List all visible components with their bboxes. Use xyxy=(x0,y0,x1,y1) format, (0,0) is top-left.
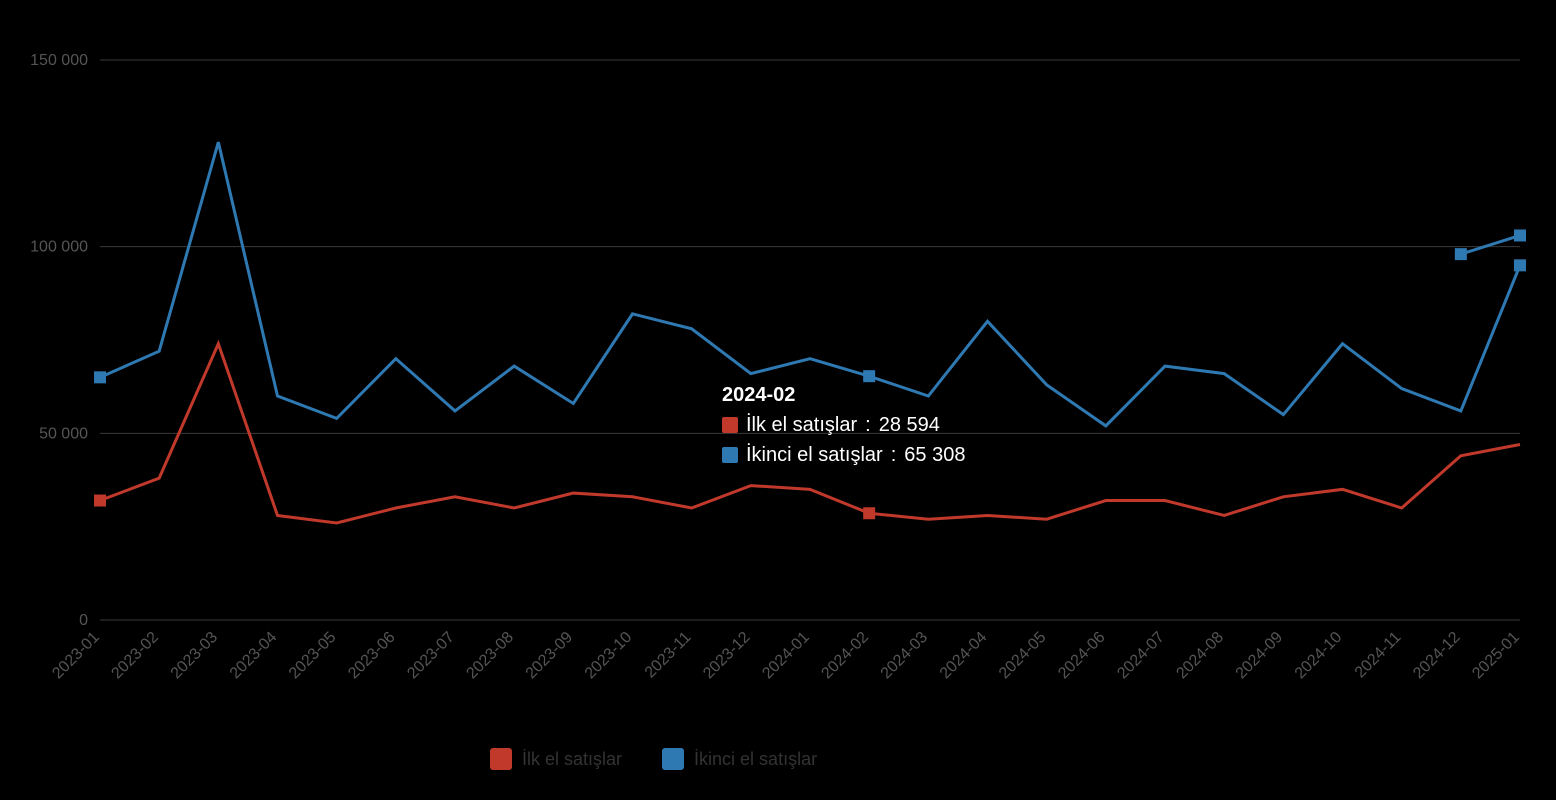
legend-label-1: İkinci el satışlar xyxy=(694,749,817,770)
y-tick-label: 150 000 xyxy=(30,52,88,69)
x-tick-label: 2023-05 xyxy=(286,629,340,683)
legend-label-0: İlk el satışlar xyxy=(522,749,622,770)
legend-item-0[interactable]: İlk el satışlar xyxy=(490,748,622,770)
series-marker-ikinci_el xyxy=(863,370,875,382)
chart-legend: İlk el satışlar İkinci el satışlar xyxy=(490,748,817,770)
legend-item-1[interactable]: İkinci el satışlar xyxy=(662,748,817,770)
legend-swatch-1 xyxy=(662,748,684,770)
x-tick-label: 2023-03 xyxy=(168,629,222,683)
sales-line-chart: 050 000100 000150 0002023-012023-022023-… xyxy=(0,0,1556,800)
series-marker-ikinci_el_proj xyxy=(1514,229,1526,241)
series-line-ikinci_el xyxy=(100,142,1520,426)
x-tick-label: 2023-01 xyxy=(49,629,103,683)
x-tick-label: 2023-10 xyxy=(582,629,636,683)
x-tick-label: 2024-11 xyxy=(1352,629,1405,682)
x-tick-label: 2023-02 xyxy=(108,629,162,683)
chart-canvas: 050 000100 000150 0002023-012023-022023-… xyxy=(0,0,1556,800)
x-tick-label: 2024-06 xyxy=(1055,629,1109,683)
x-tick-label: 2024-01 xyxy=(759,629,813,683)
series-marker-ikinci_el xyxy=(94,371,106,383)
y-tick-label: 100 000 xyxy=(30,239,88,256)
x-tick-label: 2024-02 xyxy=(818,629,872,683)
x-tick-label: 2024-03 xyxy=(878,629,932,683)
x-tick-label: 2023-11 xyxy=(642,629,695,682)
x-tick-label: 2025-01 xyxy=(1469,629,1523,683)
x-tick-label: 2023-06 xyxy=(345,629,399,683)
series-marker-ilk_el xyxy=(94,495,106,507)
x-tick-label: 2024-09 xyxy=(1233,629,1287,683)
x-tick-label: 2024-08 xyxy=(1173,629,1227,683)
x-tick-label: 2024-05 xyxy=(996,629,1050,683)
x-tick-label: 2024-12 xyxy=(1410,629,1464,683)
x-tick-label: 2024-10 xyxy=(1292,629,1346,683)
x-tick-label: 2023-09 xyxy=(523,629,577,683)
y-tick-label: 50 000 xyxy=(39,425,88,442)
x-tick-label: 2023-08 xyxy=(463,629,517,683)
x-tick-label: 2024-04 xyxy=(937,629,991,683)
x-tick-label: 2024-07 xyxy=(1114,629,1168,683)
x-tick-label: 2023-07 xyxy=(404,629,458,683)
y-tick-label: 0 xyxy=(79,612,88,629)
series-marker-ikinci_el xyxy=(1514,259,1526,271)
series-marker-ikinci_el_proj xyxy=(1455,248,1467,260)
x-tick-label: 2023-04 xyxy=(227,629,281,683)
legend-swatch-0 xyxy=(490,748,512,770)
series-marker-ilk_el xyxy=(863,507,875,519)
x-tick-label: 2023-12 xyxy=(700,629,754,683)
series-line-ikinci_el_proj xyxy=(1461,235,1520,254)
